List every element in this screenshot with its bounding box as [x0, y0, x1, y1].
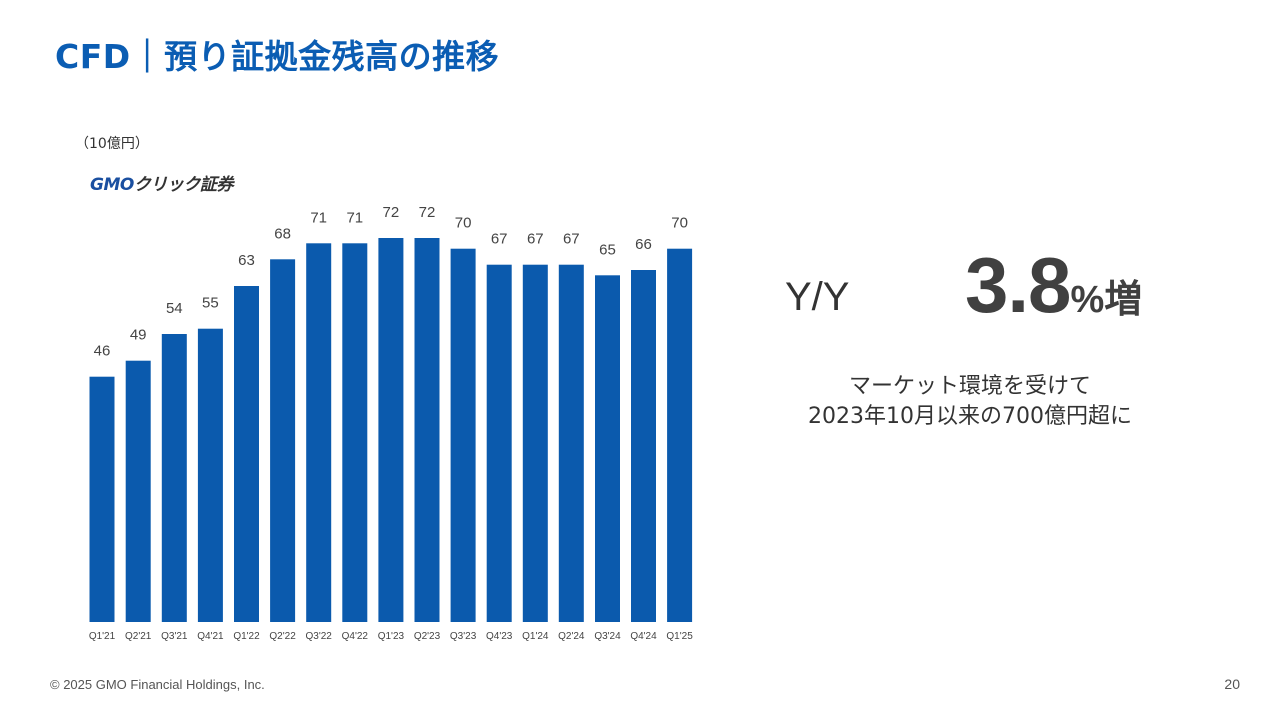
bar-Q3'24	[595, 275, 620, 622]
bar-Q4'21	[197, 328, 223, 622]
data-label-Q1'25: 70	[671, 215, 688, 232]
x-tick-Q3'23: Q3'23	[450, 631, 477, 642]
x-tick-Q4'23: Q4'23	[486, 631, 513, 642]
bar-Q2'21	[125, 360, 151, 622]
data-label-Q4'21: 55	[202, 295, 219, 312]
bar-Q4'23	[486, 264, 512, 622]
bar-Q2'23	[414, 238, 440, 622]
x-tick-Q3'22: Q3'22	[306, 631, 333, 642]
x-tick-Q1'23: Q1'23	[378, 631, 405, 642]
data-label-Q3'23: 70	[455, 215, 472, 232]
page-number: 20	[1224, 676, 1240, 692]
footer-copyright: © 2025 GMO Financial Holdings, Inc.	[50, 677, 265, 692]
bar-Q2'22	[270, 259, 296, 622]
data-label-Q4'22: 71	[346, 209, 363, 226]
data-label-Q2'23: 72	[419, 204, 436, 221]
data-label-Q1'21: 46	[94, 343, 111, 360]
bar-Q3'22	[306, 243, 332, 623]
x-tick-Q1'21: Q1'21	[89, 631, 116, 642]
x-tick-Q2'23: Q2'23	[414, 631, 441, 642]
x-tick-Q2'21: Q2'21	[125, 631, 152, 642]
x-tick-Q1'25: Q1'25	[666, 631, 693, 642]
x-tick-Q4'24: Q4'24	[630, 631, 657, 642]
yy-growth-number: 3.8	[965, 241, 1071, 329]
x-tick-Q1'22: Q1'22	[233, 631, 260, 642]
x-tick-Q2'24: Q2'24	[558, 631, 585, 642]
bar-Q1'21	[89, 376, 115, 622]
logo-accent-text: クリック証券	[133, 175, 234, 195]
bar-Q1'22	[234, 286, 259, 622]
yy-growth-value: 3.8%増	[965, 240, 1142, 331]
bar-Q2'24	[558, 264, 584, 622]
note-line-1: マーケット環境を受けて	[848, 374, 1091, 399]
highlight-note: マーケット環境を受けて 2023年10月以来の700億円超に	[770, 372, 1170, 432]
data-label-Q1'24: 67	[527, 231, 544, 248]
bar-Q1'23	[378, 238, 404, 622]
bar-Q1'25	[667, 248, 693, 622]
bar-Q1'24	[522, 264, 548, 622]
gmo-click-logo: GMOクリック証券	[90, 170, 233, 195]
x-tick-Q3'21: Q3'21	[161, 631, 188, 642]
x-tick-Q3'24: Q3'24	[594, 631, 621, 642]
data-label-Q3'22: 71	[310, 209, 327, 226]
note-line-2: 2023年10月以来の700億円超に	[808, 404, 1132, 429]
yy-label: Y/Y	[785, 275, 850, 319]
data-label-Q1'23: 72	[383, 204, 400, 221]
bar-Q4'22	[342, 243, 368, 623]
data-label-Q2'21: 49	[130, 327, 147, 344]
bar-Q3'21	[161, 334, 187, 622]
bar-Q4'24	[631, 270, 656, 622]
yy-growth-suffix: %増	[1070, 279, 1143, 321]
unit-label: （10億円）	[75, 136, 149, 152]
data-label-Q4'23: 67	[491, 231, 508, 248]
data-label-Q3'21: 54	[166, 300, 183, 317]
logo-main-text: GMO	[90, 175, 134, 195]
bar-Q3'23	[450, 248, 476, 622]
slide-title: CFD｜預り証拠金残高の推移	[55, 37, 500, 76]
x-tick-Q4'21: Q4'21	[197, 631, 224, 642]
data-label-Q4'24: 66	[635, 236, 652, 253]
data-label-Q3'24: 65	[599, 241, 616, 258]
x-tick-Q1'24: Q1'24	[522, 631, 549, 642]
x-tick-Q2'22: Q2'22	[269, 631, 296, 642]
data-label-Q1'22: 63	[238, 252, 255, 269]
data-label-Q2'22: 68	[274, 225, 291, 242]
x-tick-Q4'22: Q4'22	[342, 631, 369, 642]
data-label-Q2'24: 67	[563, 231, 580, 248]
